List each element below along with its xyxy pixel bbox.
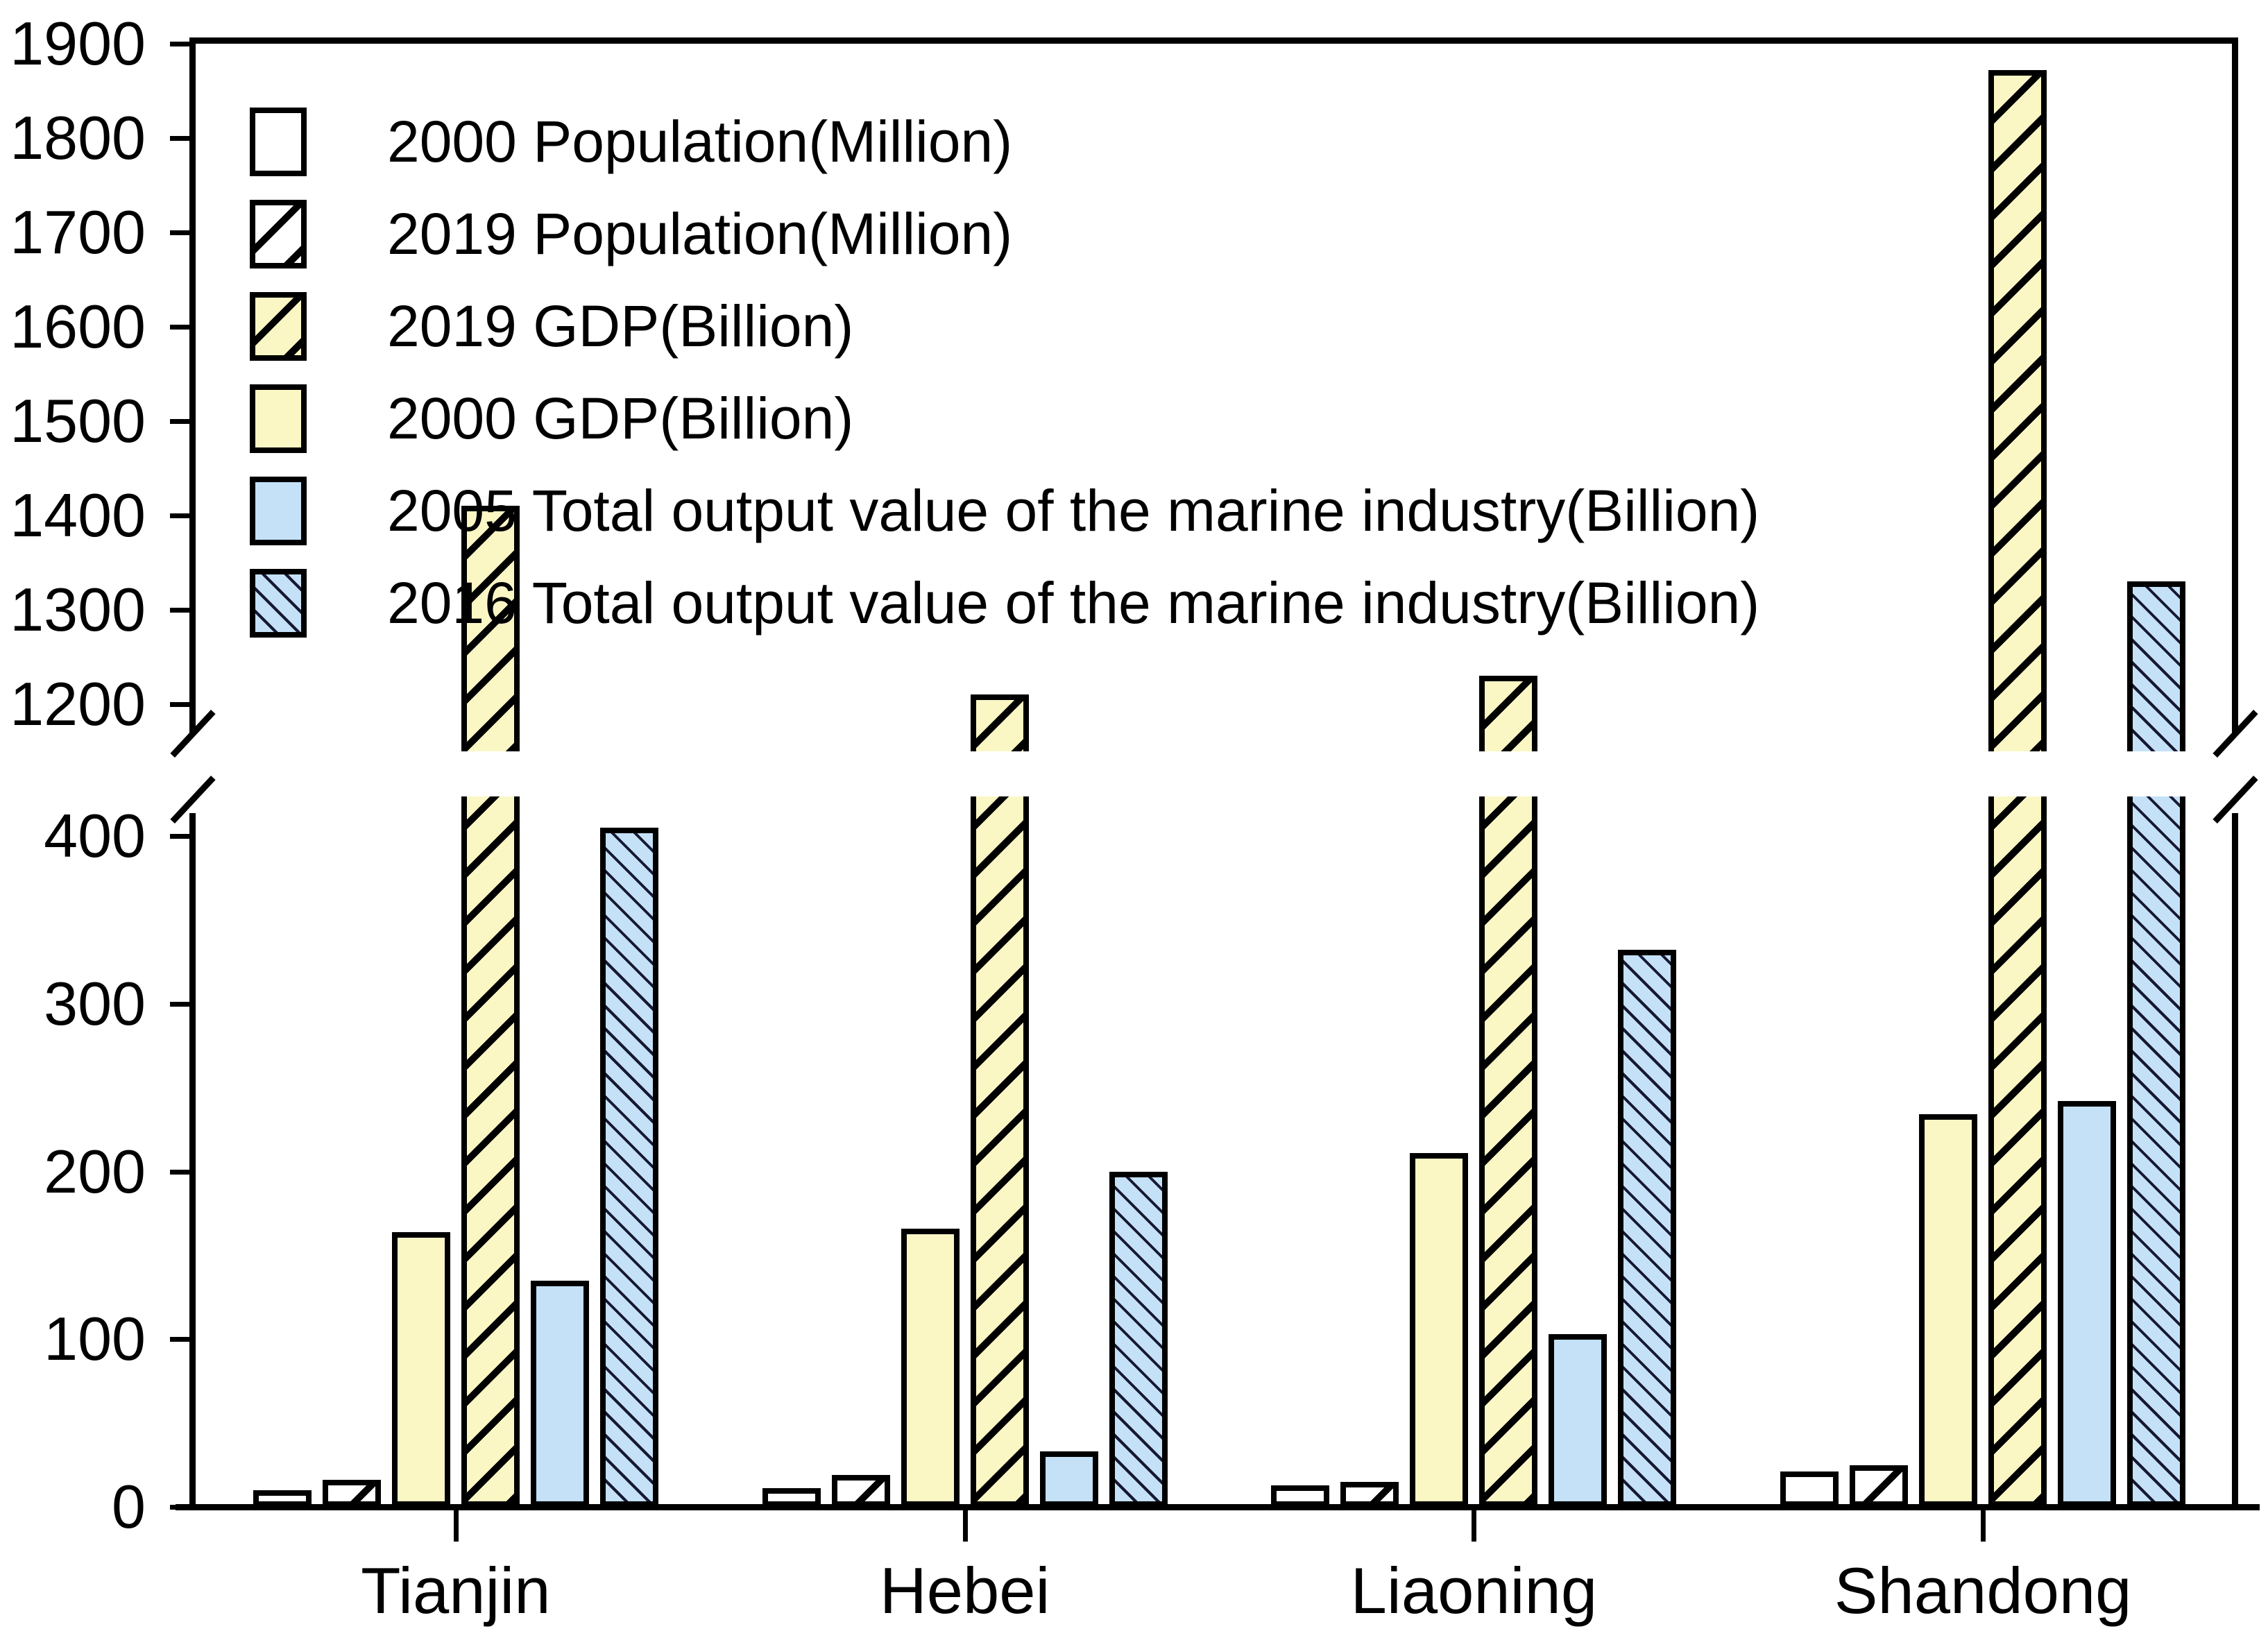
y-tick-label: 0 xyxy=(112,1472,146,1541)
y-tick-label: 1700 xyxy=(10,198,146,266)
legend-item: 2005 Total output value of the marine in… xyxy=(250,465,1759,557)
bar-tianjin-s1 xyxy=(322,1480,381,1507)
upper-axis-panel xyxy=(196,44,2232,751)
bar-hebei-s2 xyxy=(901,1228,960,1507)
y-tick-label: 1400 xyxy=(10,481,146,549)
legend-swatch-0 xyxy=(250,108,307,176)
bar-liaoning-s0 xyxy=(1271,1485,1330,1507)
legend-label: 2019 Population(Million) xyxy=(387,201,1013,266)
bar-tianjin-s3 xyxy=(461,796,520,1507)
bar-shandong-s2 xyxy=(1919,1114,1978,1507)
legend-item: 2016 Total output value of the marine in… xyxy=(250,557,1759,649)
x-axis-label: Shandong xyxy=(1834,1554,2132,1627)
y-axis-lower xyxy=(189,813,196,1507)
y-tick xyxy=(170,42,189,46)
legend-label: 2000 Population(Million) xyxy=(387,109,1013,174)
bar-liaoning-s4 xyxy=(1549,1334,1608,1507)
legend-swatch-4 xyxy=(250,477,307,545)
y-tick xyxy=(170,702,189,707)
y-tick-label: 1500 xyxy=(10,386,146,455)
bar-shandong-s3 xyxy=(1988,796,2047,1507)
legend-label: 2019 GDP(Billion) xyxy=(387,293,854,359)
right-spine-upper xyxy=(2232,37,2238,735)
y-tick-label: 1300 xyxy=(10,575,146,644)
bar-liaoning-s1 xyxy=(1340,1481,1399,1507)
y-tick xyxy=(170,136,189,141)
x-axis-label: Hebei xyxy=(879,1554,1050,1627)
chart-legend: 2000 Population(Million) 2019 Population(… xyxy=(250,96,1759,649)
y-axis-upper xyxy=(189,37,196,735)
legend-swatch-3 xyxy=(250,384,307,453)
bar-tianjin-s5 xyxy=(599,827,658,1507)
legend-swatch-1 xyxy=(250,200,307,268)
bar-hebei-s4 xyxy=(1039,1451,1098,1507)
y-tick xyxy=(170,608,189,613)
bar-shandong-s1 xyxy=(1850,1465,1909,1507)
bar-tianjin-s0 xyxy=(253,1490,312,1507)
legend-label: 2000 GDP(Billion) xyxy=(387,386,854,451)
x-tick xyxy=(962,1510,968,1542)
legend-item: 2019 Population(Million) xyxy=(250,188,1759,280)
y-tick-label: 100 xyxy=(44,1304,146,1374)
y-tick xyxy=(170,1001,189,1007)
bar-shandong-s5 xyxy=(2127,796,2186,1507)
lower-axis-panel xyxy=(196,796,2232,1507)
bar-upper-tianjin-s3 xyxy=(461,506,520,751)
bar-upper-hebei-s3 xyxy=(970,694,1029,751)
x-tick xyxy=(1472,1510,1477,1542)
y-tick-label: 1900 xyxy=(10,9,146,78)
legend-item: 2000 Population(Million) xyxy=(250,96,1759,188)
y-tick-label: 300 xyxy=(44,969,146,1038)
bar-liaoning-s2 xyxy=(1410,1152,1469,1507)
x-axis-label: Liaoning xyxy=(1350,1554,1598,1627)
legend-swatch-5 xyxy=(250,569,307,638)
bar-liaoning-s5 xyxy=(1618,950,1677,1507)
y-tick-label: 1200 xyxy=(10,669,146,738)
bar-hebei-s1 xyxy=(831,1475,890,1507)
bar-shandong-s0 xyxy=(1780,1471,1839,1507)
bar-tianjin-s4 xyxy=(530,1280,589,1507)
legend-item: 2000 GDP(Billion) xyxy=(250,373,1759,465)
y-tick-label: 200 xyxy=(44,1136,146,1206)
y-tick xyxy=(170,1505,189,1510)
legend-item: 2019 GDP(Billion) xyxy=(250,280,1759,373)
bar-upper-shandong-s5 xyxy=(2127,581,2186,751)
bar-tianjin-s2 xyxy=(391,1231,450,1507)
top-spine xyxy=(189,37,2238,44)
y-tick xyxy=(170,1169,189,1175)
y-tick xyxy=(170,834,189,839)
y-tick xyxy=(170,419,189,424)
y-tick xyxy=(170,230,189,235)
right-spine-lower xyxy=(2232,813,2238,1507)
bar-upper-shandong-s3 xyxy=(1988,70,2047,751)
legend-swatch-2 xyxy=(250,292,307,361)
x-axis-label: Tianjin xyxy=(361,1554,551,1627)
y-tick-label: 1800 xyxy=(10,103,146,172)
x-tick xyxy=(1981,1510,1986,1542)
y-tick xyxy=(170,325,189,330)
bar-upper-liaoning-s3 xyxy=(1479,676,1538,751)
bar-hebei-s3 xyxy=(970,796,1029,1507)
bar-shandong-s4 xyxy=(2058,1101,2117,1507)
legend-label: 2005 Total output value of the marine in… xyxy=(387,478,1760,543)
x-tick xyxy=(453,1510,459,1542)
y-tick xyxy=(170,513,189,518)
y-tick-label: 400 xyxy=(44,801,146,871)
x-axis-line xyxy=(176,1504,2260,1510)
y-tick-label: 1600 xyxy=(10,292,146,361)
bar-liaoning-s3 xyxy=(1479,796,1538,1507)
y-tick xyxy=(170,1337,189,1342)
legend-label: 2016 Total output value of the marine in… xyxy=(387,570,1760,635)
bar-hebei-s5 xyxy=(1109,1171,1168,1507)
